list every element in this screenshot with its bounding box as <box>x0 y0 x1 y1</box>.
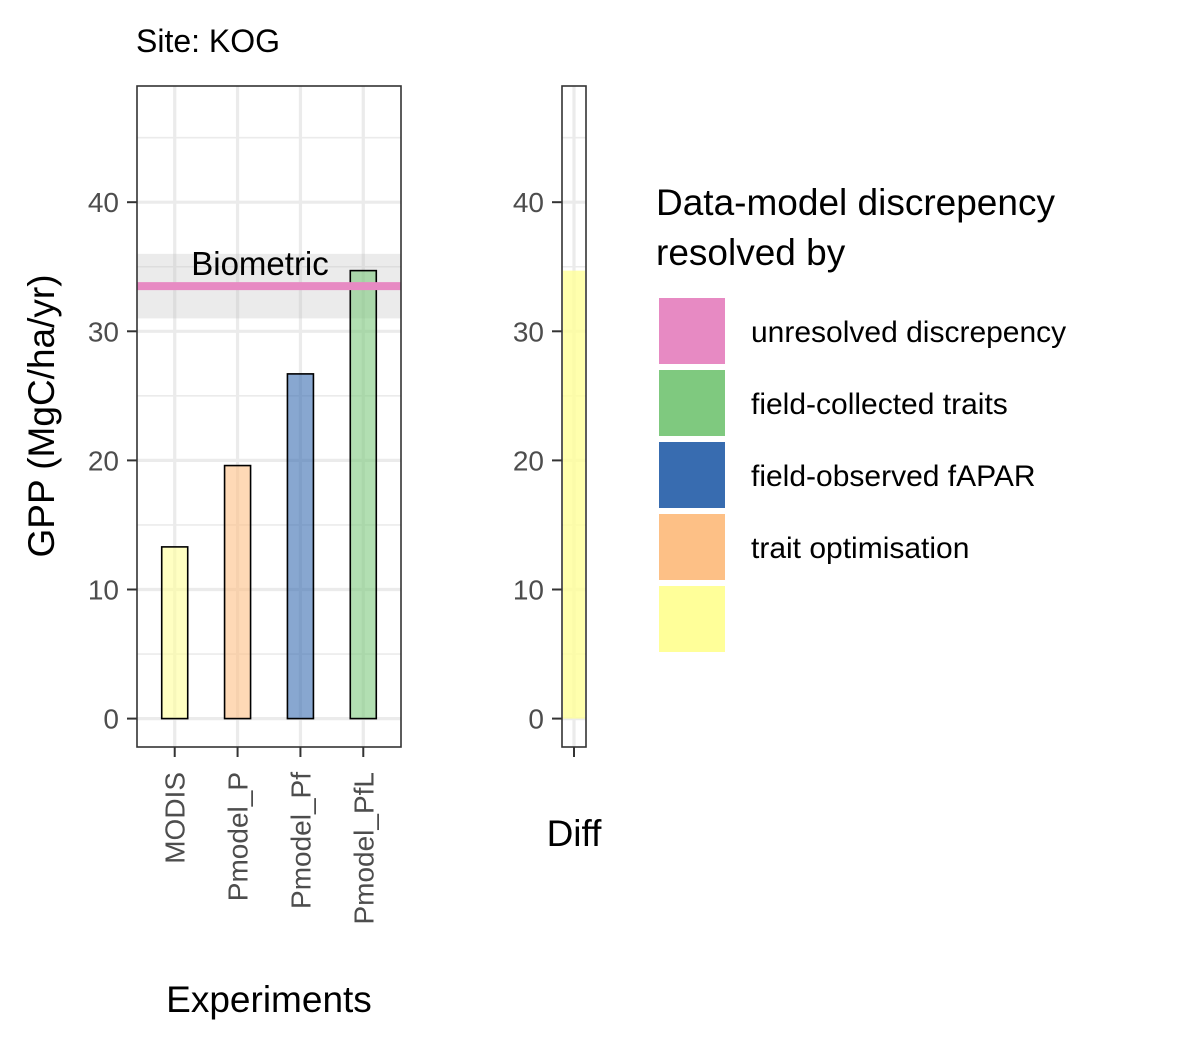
x-tick-label: Pmodel_Pf <box>285 772 316 909</box>
diff-y-axis: 0 10 20 30 40 <box>513 187 562 735</box>
diff-y-tick-label: 0 <box>528 704 544 735</box>
legend-swatch <box>659 586 725 652</box>
bar-pmodel-pfl <box>349 269 378 720</box>
reference-line-group: Biometric <box>137 245 401 291</box>
legend-items: unresolved discrepency field-collected tr… <box>659 298 1066 652</box>
y-tick-label: 10 <box>88 574 119 605</box>
x-tick-label: MODIS <box>160 772 191 864</box>
diff-x-axis: Diff <box>547 747 603 854</box>
legend-title-line-2: resolved by <box>656 232 846 273</box>
legend-label: field-collected traits <box>751 388 1008 421</box>
diff-y-tick-label: 20 <box>513 445 544 476</box>
y-axis-title: GPP (MgC/ha/yr) <box>21 274 62 557</box>
legend-title-line-1: Data-model discrepency <box>656 182 1055 223</box>
diff-x-tick-label: Diff <box>547 813 603 854</box>
legend: Data-model discrepency resolved by unres… <box>656 182 1066 652</box>
legend-swatch <box>659 442 725 508</box>
legend-swatch <box>659 514 725 580</box>
legend-label: field-observed fAPAR <box>751 460 1036 493</box>
diff-y-tick-label: 10 <box>513 574 544 605</box>
main-panel: Site: KOG Biometric 0 10 20 30 40 MODIS Pmode… <box>21 23 402 1020</box>
y-tick-label: 40 <box>88 187 119 218</box>
y-tick-label: 0 <box>103 704 119 735</box>
diff-y-tick-label: 30 <box>513 316 544 347</box>
legend-swatch <box>659 370 725 436</box>
legend-swatch <box>659 298 725 364</box>
bar-pmodel-p <box>223 464 252 720</box>
y-tick-label: 30 <box>88 316 119 347</box>
diff-y-tick-label: 40 <box>513 187 544 218</box>
bar-modis <box>160 546 189 720</box>
legend-label: trait optimisation <box>751 532 969 565</box>
diff-bars <box>563 270 585 719</box>
plot-border <box>136 85 402 748</box>
bar-pmodel-pf <box>286 373 315 720</box>
chart-title: Site: KOG <box>136 23 280 59</box>
x-axis: MODIS Pmodel_P Pmodel_Pf Pmodel_PfL <box>160 747 379 925</box>
diff-panel: 0 10 20 30 40 Diff <box>513 85 603 854</box>
x-axis-title: Experiments <box>166 979 372 1020</box>
x-tick-label: Pmodel_PfL <box>348 772 379 925</box>
y-axis: 0 10 20 30 40 <box>88 187 137 735</box>
x-tick-label: Pmodel_P <box>223 772 254 901</box>
bar-diff <box>563 270 585 719</box>
bars <box>160 269 378 720</box>
legend-label: unresolved discrepency <box>751 316 1066 349</box>
y-tick-label: 20 <box>88 445 119 476</box>
reference-label: Biometric <box>191 245 329 282</box>
